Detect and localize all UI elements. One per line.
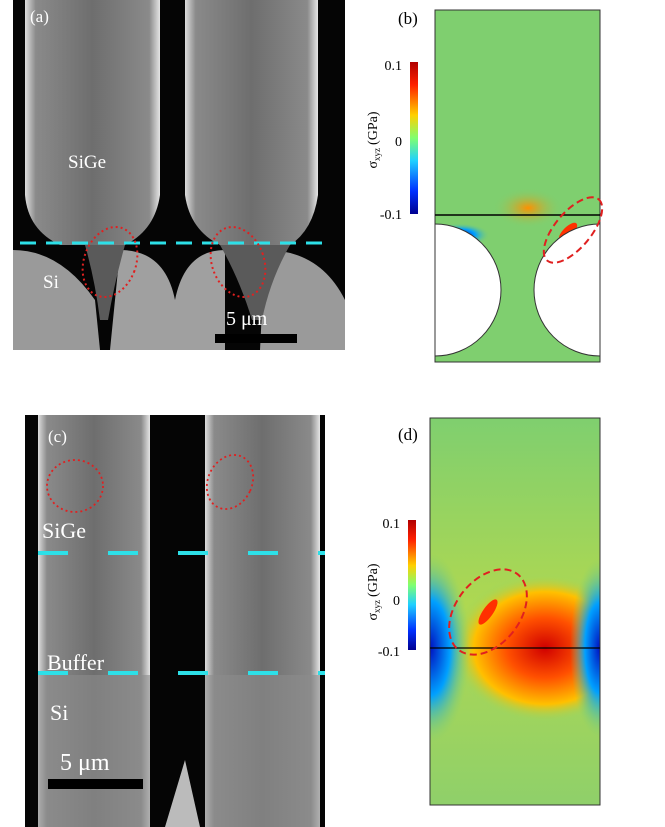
colorbar-tick: 0 — [395, 135, 402, 150]
panel-tag: (d) — [398, 425, 418, 444]
colorbar-tick: 0.1 — [383, 517, 401, 532]
colorbar-label: σxyz(GPa) — [366, 563, 382, 620]
colorbar — [408, 520, 416, 650]
scale-bar — [215, 334, 297, 343]
figure: (a) SiGe Si 5 μm (b) 0.1 0 -0.1 σxyz(GPa… — [0, 0, 665, 827]
colorbar-tick: 0.1 — [385, 59, 403, 74]
colorbar-tick: -0.1 — [378, 645, 400, 660]
region-label: Si — [43, 272, 59, 293]
scale-label: 5 μm — [226, 308, 268, 330]
panel-c: (c) SiGe Buffer Si 5 μm — [25, 415, 325, 827]
sige-pillar — [185, 0, 318, 245]
panel-tag: (b) — [398, 9, 418, 28]
region-label: Buffer — [47, 650, 105, 675]
panel-tag: (a) — [30, 7, 49, 26]
panel-tag: (c) — [48, 427, 67, 446]
scale-label: 5 μm — [60, 750, 110, 776]
colorbar — [410, 62, 418, 214]
panel-b: (b) 0.1 0 -0.1 σxyz(GPa) — [366, 9, 665, 362]
sige-pillar — [25, 0, 160, 245]
colorbar-label: σxyz(GPa) — [366, 111, 382, 168]
si-region — [205, 675, 320, 827]
panel-d: (d) 0.1 0 -0.1 σxyz(GPa) — [366, 418, 640, 805]
panel-a: (a) SiGe Si 5 μm — [13, 0, 345, 350]
region-label: SiGe — [42, 518, 86, 543]
colorbar-tick: 0 — [393, 594, 400, 609]
region-label: SiGe — [68, 152, 106, 173]
colorbar-tick: -0.1 — [380, 208, 402, 223]
stress-region — [493, 188, 563, 228]
region-label: Si — [50, 700, 68, 725]
scale-bar — [48, 779, 143, 789]
